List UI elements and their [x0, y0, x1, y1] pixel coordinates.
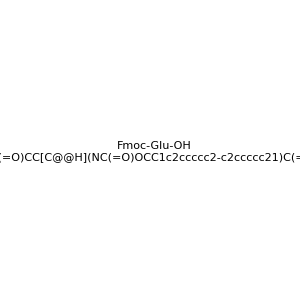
- Text: Fmoc-Glu-OH
OC(=O)CC[C@@H](NC(=O)OCC1c2ccccc2-c2ccccc21)C(=O)O: Fmoc-Glu-OH OC(=O)CC[C@@H](NC(=O)OCC1c2c…: [0, 141, 300, 162]
